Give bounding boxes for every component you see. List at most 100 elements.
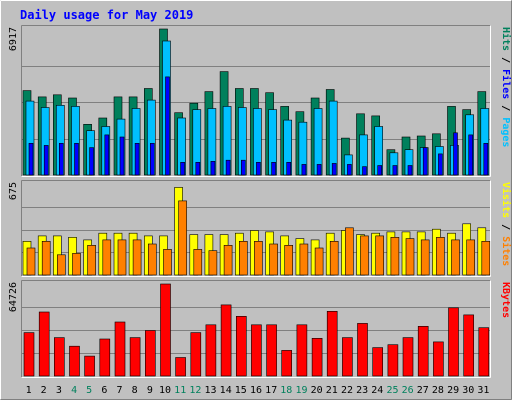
bar-kbytes-day-23	[357, 323, 368, 377]
x-tick-label-19: 19	[295, 385, 307, 396]
bar-kbytes-day-22	[342, 337, 353, 377]
x-tick-label-9: 9	[147, 385, 153, 396]
legend-kbytes: KBytes	[500, 282, 511, 318]
bar-kbytes-day-9	[145, 330, 156, 377]
bar-kbytes-day-21	[326, 310, 338, 377]
bar-pages-day-1	[28, 143, 34, 176]
bar-pages-day-26	[407, 165, 413, 176]
bar-sites-day-29	[451, 239, 460, 276]
max-label-hits_files_pages: 6917	[8, 27, 19, 51]
chart-title: Daily usage for May 2019	[20, 8, 193, 22]
bar-pages-day-16	[256, 162, 261, 176]
bar-sites-day-2	[41, 241, 51, 276]
max-label-kbytes: 64726	[8, 282, 19, 312]
x-tick-label-3: 3	[56, 385, 62, 396]
x-tick-label-20: 20	[311, 385, 323, 396]
bar-kbytes-day-4	[69, 345, 80, 377]
bar-kbytes-day-31	[478, 327, 490, 377]
bar-kbytes-day-3	[53, 337, 65, 377]
legend-part-1: KBytes	[500, 282, 511, 318]
panels: 6917 Hits / Files / Pages 675 Visits / Site…	[8, 25, 512, 378]
bar-sites-day-12	[193, 249, 203, 276]
x-tick-label-11: 11	[174, 385, 186, 396]
legend-part-3: Sites	[500, 236, 512, 266]
bar-pages-day-20	[316, 164, 322, 176]
legend-part-2: /	[500, 51, 511, 69]
bar-kbytes-day-17	[266, 324, 277, 377]
bar-sites-day-31	[481, 241, 491, 276]
bar-pages-day-14	[225, 159, 231, 176]
bar-sites-day-22	[345, 227, 354, 276]
bar-sites-day-8	[132, 239, 142, 276]
bar-sites-day-19	[299, 243, 309, 276]
x-tick-label-25: 25	[386, 385, 398, 396]
bar-sites-day-6	[102, 239, 112, 276]
x-tick-label-4: 4	[71, 385, 77, 396]
bar-kbytes-day-19	[296, 324, 308, 377]
legend-part-2: /	[500, 218, 511, 236]
bar-sites-day-9	[148, 243, 157, 276]
x-tick-label-8: 8	[132, 385, 138, 396]
bar-pages-day-3	[58, 143, 64, 176]
bar-kbytes-day-28	[433, 341, 444, 377]
x-tick-label-13: 13	[204, 385, 216, 396]
bar-sites-day-23	[360, 235, 369, 276]
bar-pages-day-23	[362, 166, 367, 176]
bar-sites-day-26	[405, 238, 415, 276]
legend-part-3: Files	[500, 69, 512, 99]
x-tick-label-6: 6	[101, 385, 107, 396]
bar-kbytes-day-5	[84, 355, 95, 377]
bar-sites-day-3	[56, 254, 66, 276]
bar-kbytes-day-13	[205, 324, 217, 377]
bar-kbytes-day-1	[23, 332, 35, 377]
bar-kbytes-day-11	[175, 357, 186, 377]
legend-part-1: Visits	[500, 182, 512, 218]
bar-pages-day-8	[134, 143, 140, 176]
legend-hits_files_pages: Hits / Files / Pages	[500, 27, 512, 147]
max-label-visits_sites: 675	[8, 182, 19, 200]
bar-sites-day-7	[117, 239, 127, 276]
bar-sites-day-21	[329, 241, 339, 276]
bar-pages-day-21	[331, 163, 337, 176]
bar-sites-day-27	[420, 239, 430, 276]
x-tick-label-29: 29	[447, 385, 459, 396]
legend-part-1: Hits	[500, 27, 512, 51]
x-tick-label-31: 31	[477, 385, 489, 396]
bar-kbytes-day-2	[38, 311, 50, 377]
bar-kbytes-day-6	[99, 338, 111, 377]
bar-sites-day-11	[178, 200, 187, 276]
x-tick-label-1: 1	[26, 385, 32, 396]
x-tick-label-24: 24	[371, 385, 383, 396]
bar-sites-day-13	[208, 250, 218, 276]
bar-pages-day-17	[271, 162, 276, 176]
x-tick-label-10: 10	[159, 385, 171, 396]
bar-sites-day-18	[284, 245, 294, 276]
bar-pages-day-15	[241, 159, 246, 176]
bar-kbytes-day-8	[129, 337, 141, 377]
bar-pages-day-25	[392, 165, 398, 176]
x-tick-label-23: 23	[356, 385, 368, 396]
legend-visits_sites: Visits / Sites	[500, 182, 512, 266]
bar-sites-day-25	[390, 237, 400, 276]
bar-kbytes-day-30	[463, 314, 475, 377]
legend-part-5: Pages	[500, 117, 511, 147]
x-tick-label-16: 16	[250, 385, 262, 396]
bar-kbytes-day-12	[190, 332, 202, 377]
bar-pages-day-4	[74, 143, 79, 176]
legend-part-4: /	[500, 99, 511, 117]
x-tick-label-30: 30	[462, 385, 474, 396]
bar-pages-day-2	[43, 145, 49, 176]
x-tick-label-26: 26	[402, 385, 414, 396]
bar-kbytes-day-20	[311, 337, 323, 377]
bar-kbytes-day-10	[160, 283, 171, 377]
bar-pages-day-24	[377, 165, 383, 176]
x-tick-label-18: 18	[280, 385, 292, 396]
bar-kbytes-day-7	[114, 321, 126, 377]
bar-sites-day-20	[314, 247, 324, 276]
bar-pages-day-13	[210, 161, 216, 176]
x-tick-label-21: 21	[326, 385, 338, 396]
panel-kbytes: 64726 KBytes	[8, 280, 511, 378]
x-tick-label-27: 27	[417, 385, 429, 396]
x-tick-label-2: 2	[41, 385, 47, 396]
